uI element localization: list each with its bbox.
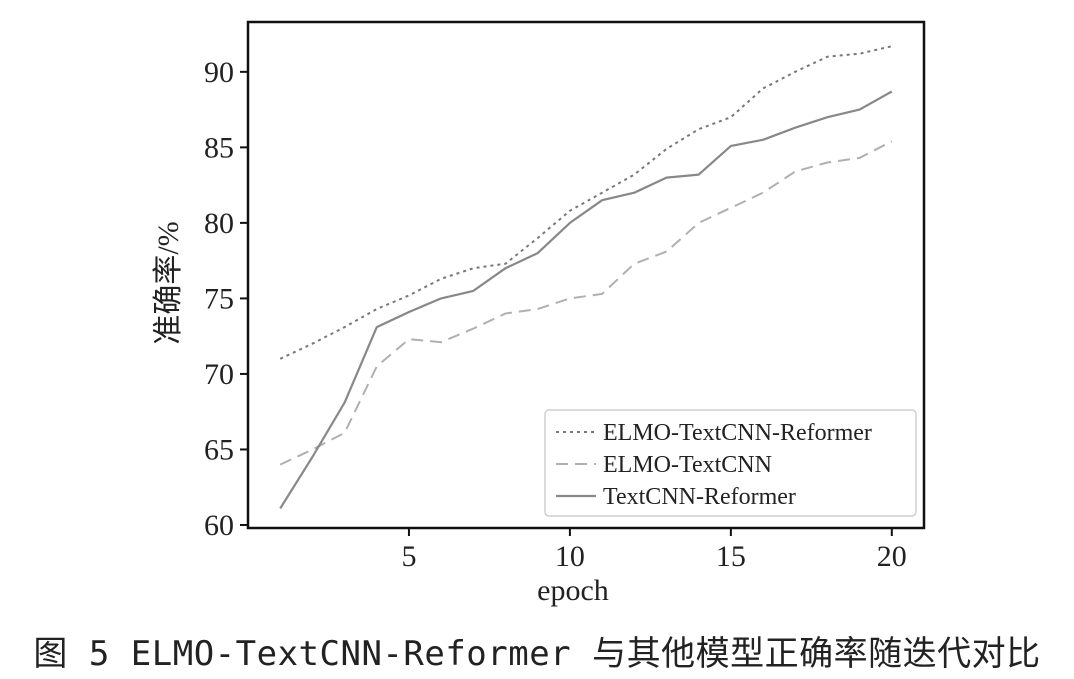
y-tick-label: 65	[204, 433, 234, 466]
legend-box	[544, 409, 917, 517]
plot-frame	[246, 20, 926, 530]
y-tick-label: 75	[204, 282, 234, 315]
legend: ELMO-TextCNN-Reformer ELMO-TextCNN TextCNN…	[544, 409, 917, 517]
series-line-elmo-textcnn	[279, 140, 893, 466]
legend-entry-label: TextCNN-Reformer	[603, 484, 796, 510]
x-tick-label: 10	[555, 540, 585, 573]
x-tick-label: 15	[716, 540, 746, 573]
y-tick-label: 70	[204, 358, 234, 391]
series-line-elmo-textcnn-reformer	[279, 45, 893, 360]
y-tick-label: 60	[204, 509, 234, 542]
figure-caption: 图 5 ELMO-TextCNN-Reformer 与其他模型正确率随迭代对比	[33, 634, 1041, 674]
series-layer	[279, 45, 893, 509]
line-chart: 5 10 15 20 60 65 70 75 80 85 90 epoch 准确率/% ELMO-T…	[152, 20, 926, 607]
y-axis-label: 准确率/%	[152, 221, 185, 344]
y-tick-label: 80	[204, 207, 234, 240]
y-tick-label: 85	[204, 131, 234, 164]
x-tick-label: 20	[877, 540, 907, 573]
legend-entry-label: ELMO-TextCNN	[603, 452, 772, 478]
series-line-textcnn-reformer	[279, 90, 893, 509]
legend-entry-label: ELMO-TextCNN-Reformer	[603, 420, 872, 446]
x-axis-label: epoch	[537, 574, 609, 607]
x-tick-label: 5	[401, 540, 416, 573]
y-tick-label: 90	[204, 56, 234, 89]
axis-ticks: 5 10 15 20 60 65 70 75 80 85 90	[204, 56, 907, 573]
